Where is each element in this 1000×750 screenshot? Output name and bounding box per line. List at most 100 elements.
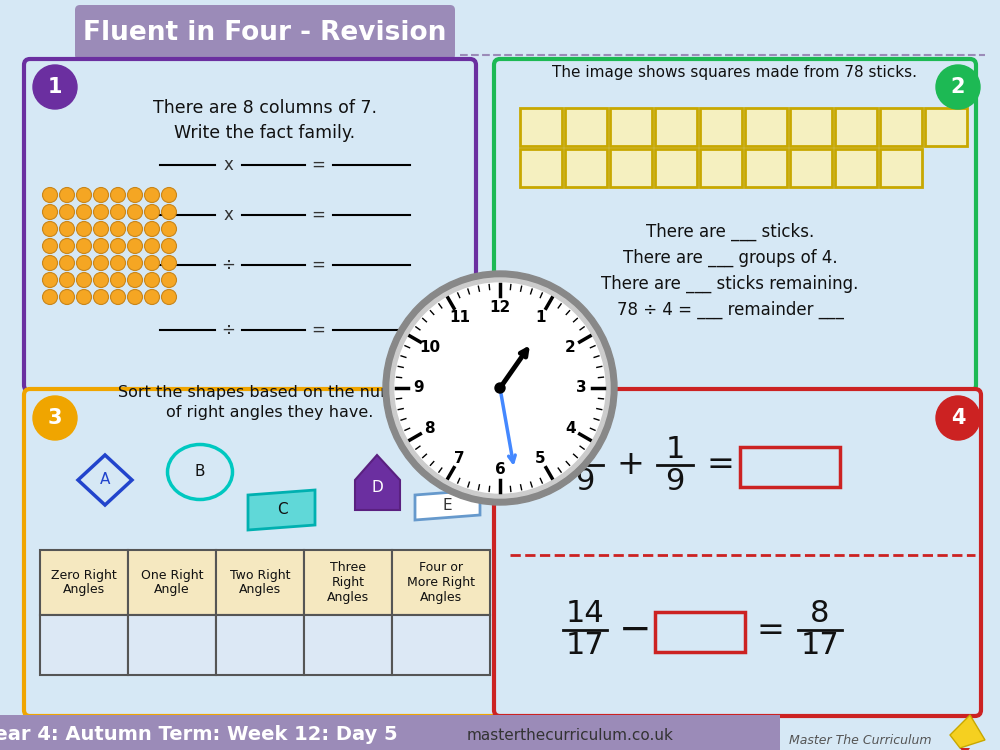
Text: 17: 17 xyxy=(801,632,839,661)
Text: 3: 3 xyxy=(48,408,62,428)
Text: 9: 9 xyxy=(414,380,424,395)
Bar xyxy=(565,149,607,187)
Circle shape xyxy=(390,278,610,498)
FancyBboxPatch shape xyxy=(75,5,455,60)
Bar xyxy=(392,550,490,615)
Text: =: = xyxy=(311,156,325,174)
Text: masterthecurriculum.co.uk: masterthecurriculum.co.uk xyxy=(467,728,673,742)
Text: of right angles they have.: of right angles they have. xyxy=(166,406,374,421)
Text: =: = xyxy=(311,321,325,339)
Text: Zero Right
Angles: Zero Right Angles xyxy=(51,568,117,596)
Text: 9: 9 xyxy=(575,466,595,496)
Circle shape xyxy=(94,256,108,271)
FancyBboxPatch shape xyxy=(494,59,976,391)
Circle shape xyxy=(94,290,108,304)
Circle shape xyxy=(144,256,160,271)
Text: Three
Right
Angles: Three Right Angles xyxy=(327,561,369,604)
Circle shape xyxy=(144,188,160,202)
Text: There are ___ sticks.: There are ___ sticks. xyxy=(646,223,814,242)
Circle shape xyxy=(76,238,92,254)
Text: 3: 3 xyxy=(576,380,586,395)
Circle shape xyxy=(42,205,58,220)
Text: 6: 6 xyxy=(495,461,505,476)
Text: 4: 4 xyxy=(565,421,575,436)
Bar xyxy=(745,108,787,146)
Circle shape xyxy=(42,290,58,304)
Text: B: B xyxy=(195,464,205,479)
Text: Fluent in Four - Revision: Fluent in Four - Revision xyxy=(83,20,447,46)
Text: ÷: ÷ xyxy=(221,256,235,274)
Circle shape xyxy=(33,65,77,109)
Circle shape xyxy=(110,188,126,202)
Circle shape xyxy=(60,221,74,236)
Text: 2: 2 xyxy=(951,77,965,97)
Circle shape xyxy=(60,272,74,287)
Text: 1: 1 xyxy=(48,77,62,97)
Circle shape xyxy=(110,290,126,304)
Text: 1: 1 xyxy=(665,434,685,463)
Text: One Right
Angle: One Right Angle xyxy=(141,568,203,596)
Circle shape xyxy=(395,283,605,493)
FancyBboxPatch shape xyxy=(24,59,476,391)
Circle shape xyxy=(60,256,74,271)
Circle shape xyxy=(76,290,92,304)
Text: The image shows squares made from 78 sticks.: The image shows squares made from 78 sti… xyxy=(552,65,918,80)
Circle shape xyxy=(76,188,92,202)
Circle shape xyxy=(936,65,980,109)
Circle shape xyxy=(94,238,108,254)
Bar xyxy=(655,612,745,652)
Bar xyxy=(304,615,392,675)
Circle shape xyxy=(94,272,108,287)
Text: 2: 2 xyxy=(565,340,576,355)
Bar xyxy=(40,615,128,675)
Bar xyxy=(128,615,216,675)
Bar xyxy=(835,108,877,146)
Text: 78 ÷ 4 = ___ remainder ___: 78 ÷ 4 = ___ remainder ___ xyxy=(617,301,843,320)
Bar xyxy=(610,108,652,146)
Text: +: + xyxy=(616,448,644,482)
Polygon shape xyxy=(248,490,315,530)
Bar xyxy=(655,149,697,187)
Circle shape xyxy=(33,396,77,440)
Bar xyxy=(925,108,967,146)
Bar xyxy=(790,108,832,146)
Circle shape xyxy=(383,271,617,505)
Text: 1: 1 xyxy=(535,310,546,326)
Text: 4: 4 xyxy=(951,408,965,428)
Circle shape xyxy=(110,205,126,220)
Polygon shape xyxy=(950,715,985,748)
Bar xyxy=(216,550,304,615)
Circle shape xyxy=(128,205,143,220)
Text: There are ___ groups of 4.: There are ___ groups of 4. xyxy=(623,249,837,267)
Text: There are 8 columns of 7.: There are 8 columns of 7. xyxy=(153,99,377,117)
Text: =: = xyxy=(311,206,325,224)
Circle shape xyxy=(110,221,126,236)
Text: 8: 8 xyxy=(425,421,435,436)
Text: Four or
More Right
Angles: Four or More Right Angles xyxy=(407,561,475,604)
Text: 7: 7 xyxy=(454,451,465,466)
Text: E: E xyxy=(442,497,452,512)
Circle shape xyxy=(936,396,980,440)
Circle shape xyxy=(76,221,92,236)
Text: 4: 4 xyxy=(575,434,595,463)
Circle shape xyxy=(76,205,92,220)
Circle shape xyxy=(60,188,74,202)
Text: −: − xyxy=(619,611,651,649)
Circle shape xyxy=(94,221,108,236)
Circle shape xyxy=(76,256,92,271)
Bar xyxy=(565,108,607,146)
Circle shape xyxy=(76,272,92,287)
Circle shape xyxy=(60,205,74,220)
Text: 12: 12 xyxy=(489,299,511,314)
Bar xyxy=(655,108,697,146)
Circle shape xyxy=(162,256,176,271)
Circle shape xyxy=(128,188,143,202)
Circle shape xyxy=(42,272,58,287)
Circle shape xyxy=(42,238,58,254)
Bar xyxy=(880,108,922,146)
Text: 10: 10 xyxy=(419,340,440,355)
Bar xyxy=(128,550,216,615)
Circle shape xyxy=(110,238,126,254)
Bar xyxy=(0,715,780,750)
Text: C: C xyxy=(277,503,287,518)
